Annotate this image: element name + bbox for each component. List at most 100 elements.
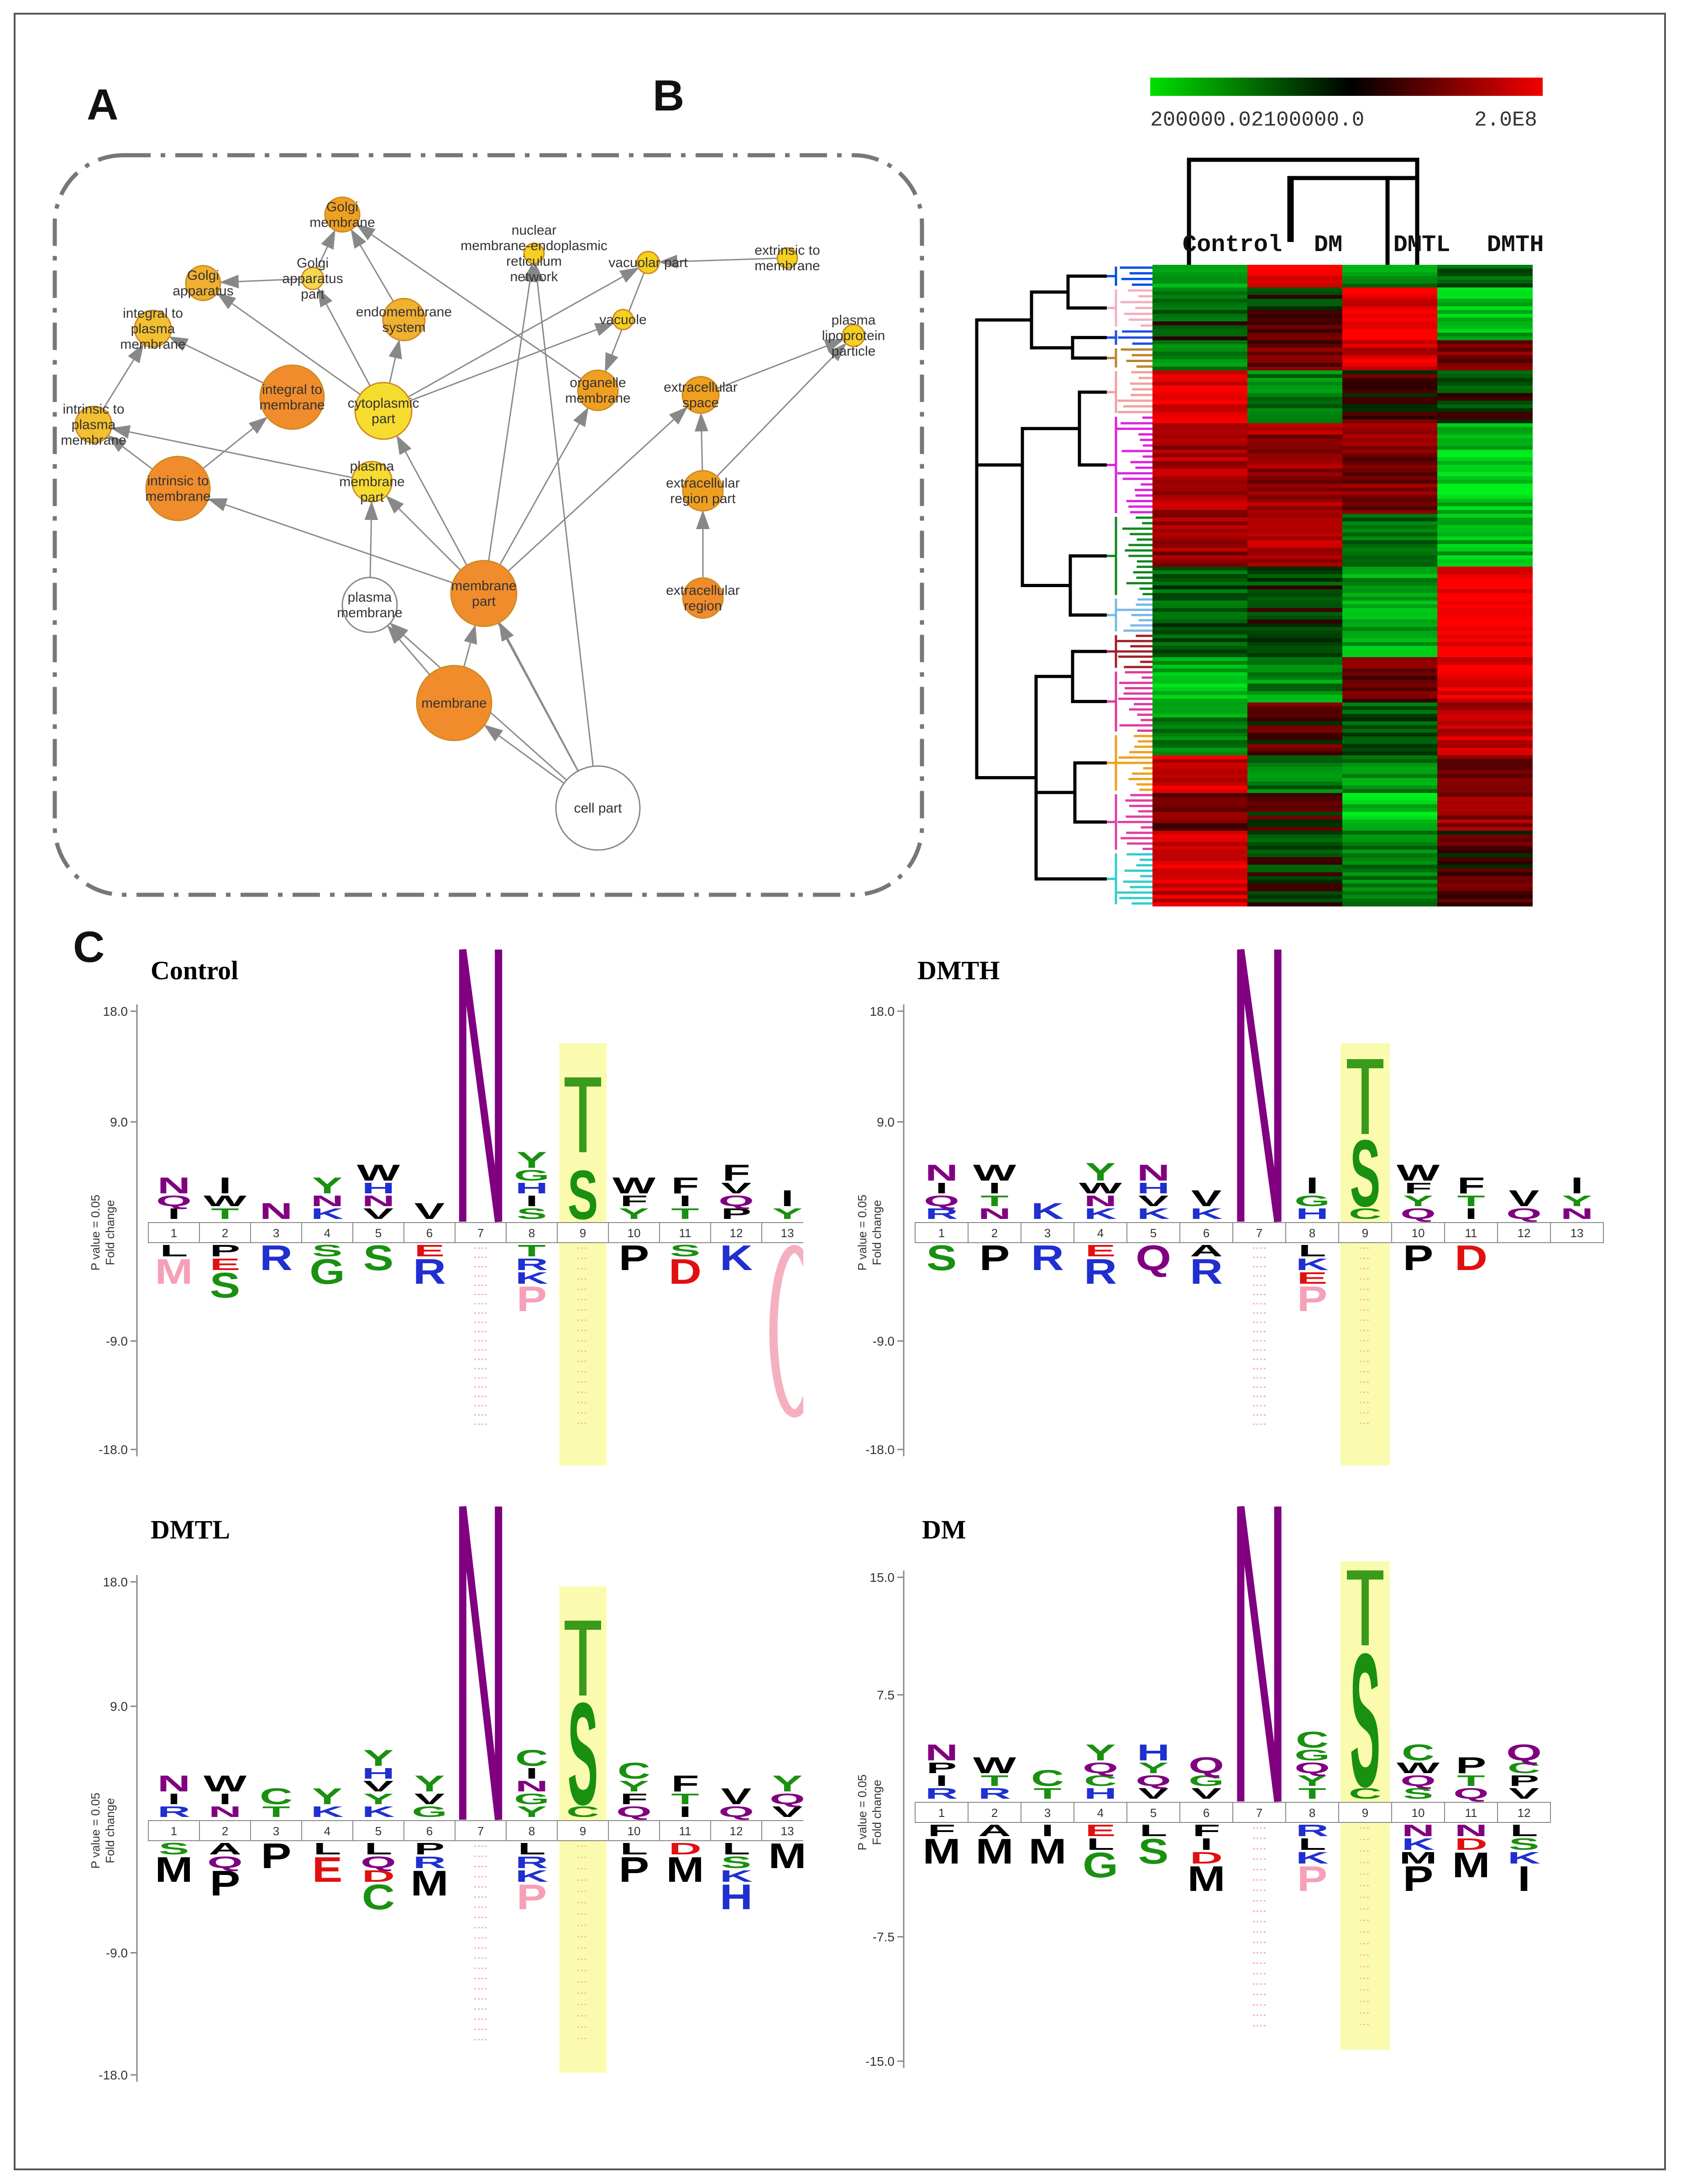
heatmap-cell	[1247, 642, 1343, 646]
logo-letter: P	[927, 1759, 957, 1776]
position-label: 11	[1465, 1226, 1477, 1240]
heatmap-cell	[1342, 638, 1438, 643]
heatmap-cell	[1437, 506, 1533, 510]
heatmap-cell	[1152, 476, 1248, 480]
heatmap-cell	[1342, 434, 1438, 439]
heatmap-cell	[1437, 280, 1533, 284]
logo-letter: P	[1403, 1859, 1434, 1899]
network-node-label: membrane	[337, 605, 402, 620]
heatmap-cell	[1342, 838, 1438, 843]
heatmap-cell	[1152, 653, 1248, 658]
heatmap-cell	[1247, 378, 1343, 382]
heatmap-cell	[1152, 483, 1248, 488]
heatmap-cell	[1152, 876, 1248, 880]
heatmap-cell	[1247, 766, 1343, 771]
heatmap-cell	[1437, 306, 1533, 310]
heatmap-cell	[1437, 434, 1533, 439]
heatmap-cell	[1152, 295, 1248, 299]
heatmap-cell	[1152, 774, 1248, 778]
heatmap-cell	[1247, 544, 1343, 548]
heatmap-cell	[1247, 555, 1343, 560]
position-label: 11	[1465, 1806, 1477, 1820]
heatmap-cell	[1152, 555, 1248, 560]
heatmap-cell	[1152, 276, 1248, 280]
heatmap-cell	[1437, 691, 1533, 695]
heatmap-cell	[1342, 582, 1438, 586]
heatmap-cell	[1152, 502, 1248, 507]
heatmap-cell	[1342, 819, 1438, 824]
logo-letter: P	[261, 1836, 292, 1876]
heatmap-cell	[1152, 284, 1248, 288]
heatmap-cell	[1437, 547, 1533, 552]
heatmap-cell	[1247, 650, 1343, 654]
heatmap-cell	[1342, 397, 1438, 401]
network-node-label: extrinsic to	[754, 243, 820, 258]
heatmap-cell	[1437, 665, 1533, 669]
heatmap-cell	[1437, 766, 1533, 771]
logo-letter: Q	[1136, 1772, 1171, 1789]
heatmap-cell	[1152, 902, 1248, 907]
heatmap-cell	[1247, 612, 1343, 616]
heatmap-cell	[1437, 747, 1533, 752]
heatmap-cell	[1152, 570, 1248, 575]
logo-letter: M	[666, 1850, 704, 1890]
heatmap-cell	[1437, 759, 1533, 763]
heatmap-cell	[1152, 698, 1248, 703]
heatmap-cell	[1247, 710, 1343, 714]
heatmap-cell	[1247, 804, 1343, 808]
heatmap-cell	[1437, 287, 1533, 292]
heatmap-cell	[1342, 427, 1438, 431]
position-label: 7	[477, 1824, 484, 1838]
network-node-label: membrane	[754, 258, 820, 273]
heatmap-cell	[1152, 883, 1248, 888]
logo-letter: F	[722, 1160, 750, 1185]
heatmap-cell	[1437, 578, 1533, 582]
heatmap-cell	[1437, 461, 1533, 465]
heatmap-cell	[1152, 480, 1248, 484]
heatmap-cell	[1342, 600, 1438, 605]
heatmap-cell	[1342, 872, 1438, 877]
logo-letter: N	[209, 1803, 241, 1820]
logo-letter: I	[168, 1205, 180, 1222]
position-label: 4	[324, 1226, 330, 1240]
heatmap-cell	[1152, 567, 1248, 571]
heatmap-cell	[1342, 812, 1438, 816]
heatmap-cell	[1342, 306, 1438, 310]
heatmap-cell	[1437, 570, 1533, 575]
heatmap-cell	[1152, 393, 1248, 397]
heatmap-cell	[1152, 740, 1248, 745]
logo-letter: I	[168, 1790, 180, 1807]
heatmap-cell	[1247, 687, 1343, 692]
heatmap-cell	[1247, 536, 1343, 541]
logo-letter: S	[568, 1156, 598, 1234]
heatmap-cell	[1437, 717, 1533, 722]
logo-letter: F	[927, 1821, 955, 1839]
heatmap-cell	[1342, 876, 1438, 880]
heatmap-cell	[1152, 751, 1248, 756]
heatmap-column-label: Control	[1183, 231, 1282, 258]
logo-letter: I	[219, 1790, 231, 1807]
logo-letter: W	[1397, 1160, 1440, 1185]
heatmap-cell	[1342, 861, 1438, 865]
logo-y-tick: 9.0	[110, 1700, 128, 1714]
heatmap-cell	[1152, 589, 1248, 593]
network-dashed-border	[52, 153, 924, 897]
heatmap-cell	[1437, 808, 1533, 812]
logo-letter: Q	[207, 1853, 243, 1871]
logo-letter: F	[1192, 1821, 1220, 1839]
heatmap-cell	[1437, 284, 1533, 288]
position-label: 13	[1571, 1226, 1584, 1240]
heatmap-cells	[1152, 265, 1533, 907]
panel-label-c: C	[73, 923, 105, 971]
heatmap-cell	[1152, 540, 1248, 545]
logo-glyph-ts	[565, 1077, 601, 1424]
heatmap-cell	[1247, 332, 1343, 337]
heatmap-cell	[1247, 740, 1343, 745]
heatmap-cell	[1342, 857, 1438, 861]
heatmap-cell	[1152, 378, 1248, 382]
logo-letter: T	[980, 1192, 1008, 1209]
logo-letter: N	[157, 1172, 190, 1198]
heatmap-cell	[1152, 585, 1248, 590]
heatmap-cell	[1342, 589, 1438, 593]
heatmap-cell	[1342, 615, 1438, 620]
